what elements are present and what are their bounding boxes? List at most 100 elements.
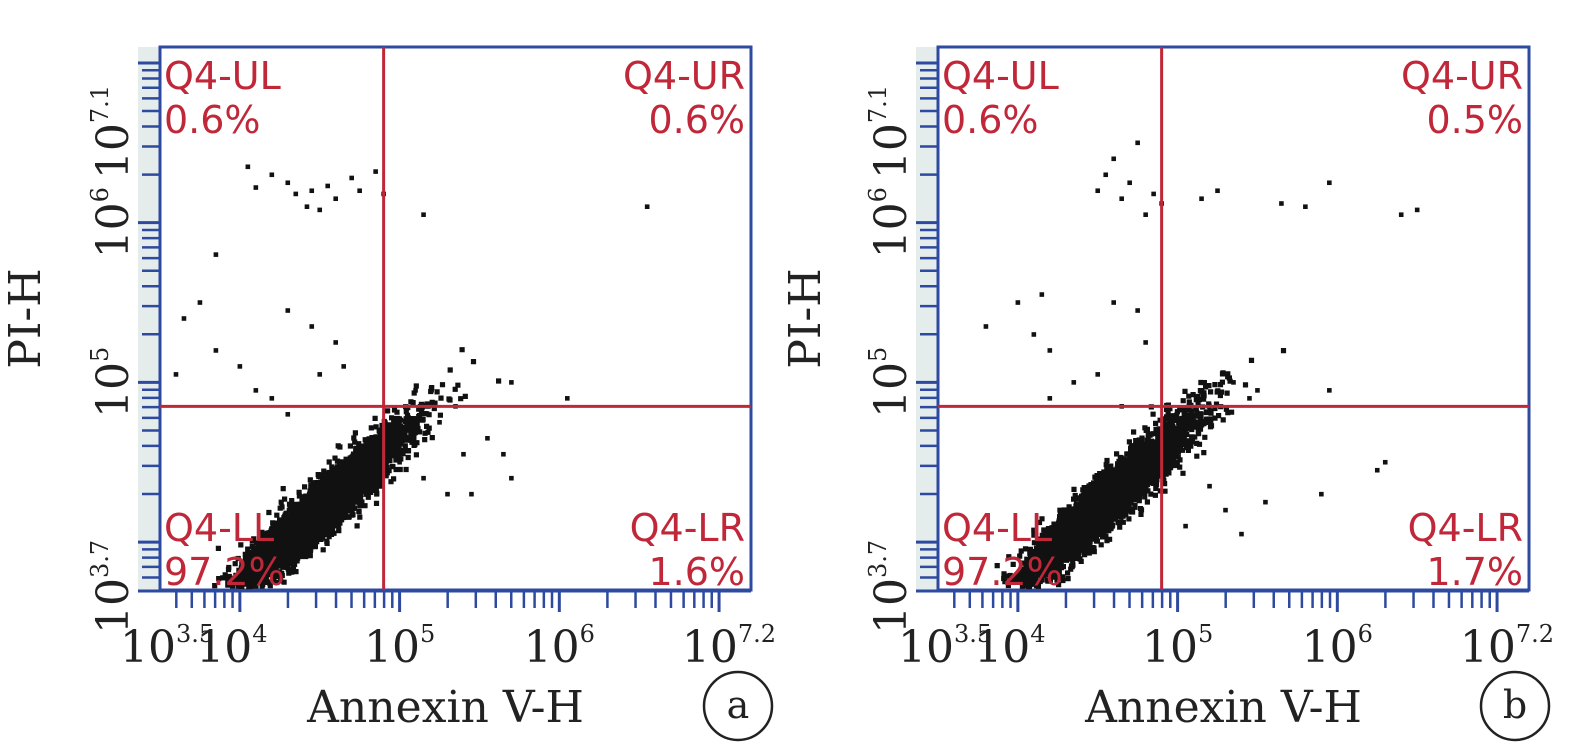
- event-point: [1207, 483, 1212, 489]
- x-axis-label: Annexin V-H: [306, 682, 584, 733]
- quadrant-name-ll: Q4-LL: [942, 506, 1052, 550]
- event-point: [1071, 380, 1077, 385]
- event-point: [1231, 380, 1236, 385]
- event-point: [1279, 201, 1284, 206]
- panel-label: b: [1503, 683, 1527, 727]
- event-point: [1015, 300, 1021, 305]
- panel-label: a: [727, 683, 750, 727]
- event-point: [1143, 340, 1148, 345]
- event-point: [485, 435, 490, 441]
- event-point: [1143, 212, 1148, 217]
- plot-frame: [936, 45, 1531, 592]
- quadrant-name-ur: Q4-UR: [623, 54, 745, 98]
- event-point: [1414, 207, 1420, 213]
- x-tick-label: 106: [524, 620, 595, 673]
- event-point: [1135, 140, 1140, 146]
- quadrant-name-lr: Q4-LR: [630, 506, 745, 550]
- quadrant-name-lr: Q4-LR: [1408, 506, 1523, 550]
- quadrant-percent-ll: 97.2%: [942, 550, 1063, 594]
- event-point: [1135, 308, 1140, 313]
- quadrant-percent-ll: 97.2%: [164, 550, 285, 594]
- event-point: [644, 204, 650, 210]
- event-point: [501, 451, 506, 457]
- quadrant-percent-lr: 1.7%: [1426, 550, 1523, 594]
- event-point: [333, 340, 339, 345]
- event-point: [253, 185, 259, 190]
- event-point: [983, 324, 989, 329]
- event-point: [1095, 372, 1101, 377]
- x-axis-ticks: [175, 590, 721, 612]
- y-axis-label: PI-H: [780, 268, 831, 368]
- y-tick-label: 106: [86, 187, 139, 258]
- y-tick-label: 105: [86, 347, 139, 418]
- event-cluster: [994, 348, 1287, 590]
- event-point: [293, 191, 299, 197]
- event-point: [1239, 531, 1244, 537]
- event-point: [429, 388, 434, 393]
- event-point: [309, 188, 315, 194]
- event-point: [1215, 188, 1220, 194]
- event-point: [304, 204, 310, 210]
- x-tick-label: 103.5: [898, 620, 992, 673]
- event-point: [213, 348, 219, 353]
- event-point: [1111, 300, 1117, 305]
- event-point: [317, 372, 323, 377]
- event-point: [1127, 180, 1132, 186]
- event-point: [1319, 491, 1324, 497]
- y-tick-label: 107.1: [86, 85, 139, 179]
- event-point: [1119, 196, 1124, 202]
- event-point: [1103, 172, 1109, 178]
- y-axis-ticks: [916, 61, 938, 579]
- event-point: [1199, 196, 1204, 202]
- y-axis-band: [138, 47, 160, 590]
- quadrant-percent-ur: 0.6%: [648, 98, 745, 142]
- y-axis-label: PI-H: [0, 268, 51, 368]
- event-point: [1255, 388, 1260, 393]
- event-point: [437, 420, 442, 425]
- x-tick-label: 105: [364, 620, 435, 673]
- quadrant-name-ll: Q4-LL: [164, 506, 274, 550]
- event-point: [461, 451, 466, 457]
- event-point: [285, 180, 291, 186]
- event-point: [421, 212, 426, 217]
- event-point: [197, 300, 203, 305]
- y-tick-label: 103.7: [864, 540, 917, 634]
- event-point: [333, 196, 339, 202]
- y-tick-label: 106: [864, 187, 917, 258]
- x-axis-ticks: [953, 590, 1499, 612]
- x-tick-label: 104: [196, 620, 267, 673]
- x-tick-label: 106: [1302, 620, 1373, 673]
- quadrant-name-ul: Q4-UL: [164, 54, 281, 98]
- event-point: [421, 475, 426, 481]
- x-tick-label: 105: [1142, 620, 1213, 673]
- event-point: [181, 316, 187, 321]
- quadrant-percent-ul: 0.6%: [942, 98, 1039, 142]
- event-point: [253, 388, 259, 393]
- event-point: [237, 364, 243, 369]
- event-point: [1183, 523, 1188, 529]
- x-tick-label: 107.2: [1460, 620, 1554, 673]
- plot-frame: [158, 45, 753, 592]
- event-point: [245, 164, 251, 170]
- panel-label-circle: [702, 670, 774, 742]
- y-axis-ticks: [138, 61, 160, 579]
- event-point: [173, 372, 179, 377]
- event-point: [445, 491, 450, 497]
- event-point: [341, 364, 346, 369]
- event-point: [357, 188, 362, 194]
- event-point: [1047, 396, 1053, 401]
- event-point: [1382, 459, 1388, 465]
- y-tick-label: 105: [864, 347, 917, 418]
- quadrant-percent-ur: 0.5%: [1426, 98, 1523, 142]
- event-point: [349, 175, 354, 181]
- event-point: [1398, 212, 1404, 217]
- event-point: [285, 412, 291, 417]
- x-axis-label: Annexin V-H: [1084, 682, 1362, 733]
- quadrant-name-ul: Q4-UL: [942, 54, 1059, 98]
- event-point: [309, 324, 315, 329]
- x-tick-label: 107.2: [682, 620, 776, 673]
- quadrant-name-ur: Q4-UR: [1401, 54, 1523, 98]
- event-point: [509, 380, 514, 385]
